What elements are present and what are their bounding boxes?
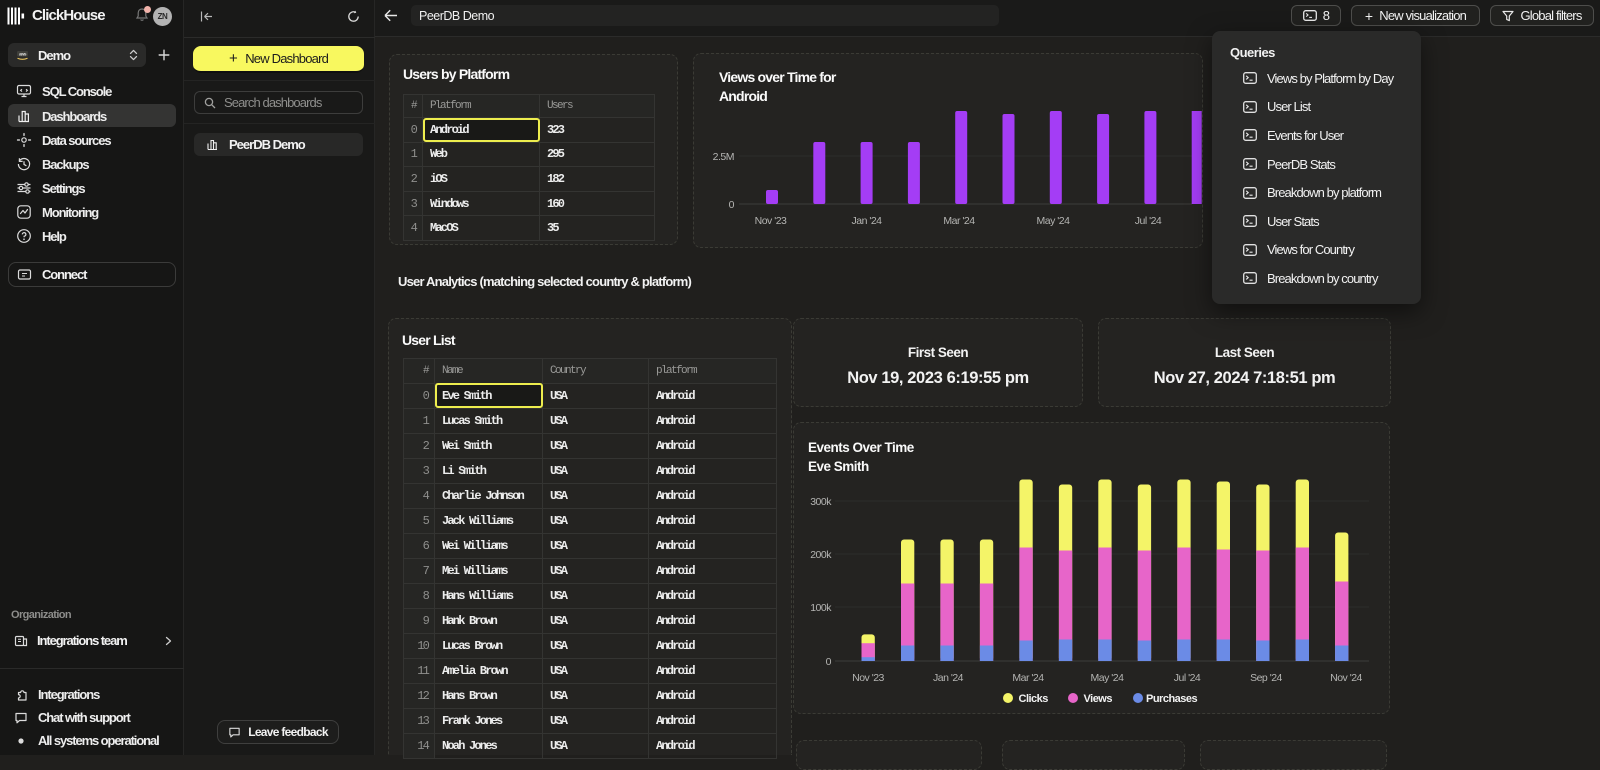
svg-text:0: 0: [729, 199, 735, 211]
svg-text:Views: Views: [1084, 693, 1113, 705]
svg-text:Mar '24: Mar '24: [1012, 672, 1044, 684]
svg-text:Nov '24: Nov '24: [1330, 672, 1362, 684]
svg-text:200k: 200k: [810, 549, 832, 561]
svg-text:Nov '23: Nov '23: [755, 215, 787, 227]
svg-text:Jan '24: Jan '24: [933, 672, 964, 684]
svg-text:300k: 300k: [810, 496, 832, 508]
svg-text:May '24: May '24: [1037, 215, 1071, 227]
svg-text:Jul '24: Jul '24: [1135, 215, 1162, 227]
svg-text:Clicks: Clicks: [1019, 693, 1049, 705]
svg-text:May '24: May '24: [1091, 672, 1125, 684]
svg-text:Jan '24: Jan '24: [851, 215, 882, 227]
svg-text:2.5M: 2.5M: [713, 151, 734, 163]
svg-text:Sep '24: Sep '24: [1250, 672, 1282, 684]
svg-text:0: 0: [826, 656, 832, 668]
svg-text:Jul '24: Jul '24: [1174, 672, 1201, 684]
svg-text:Nov '23: Nov '23: [852, 672, 884, 684]
svg-text:Mar '24: Mar '24: [943, 215, 975, 227]
svg-text:100k: 100k: [810, 602, 832, 614]
svg-text:aws: aws: [19, 52, 27, 57]
svg-text:Purchases: Purchases: [1146, 693, 1198, 705]
